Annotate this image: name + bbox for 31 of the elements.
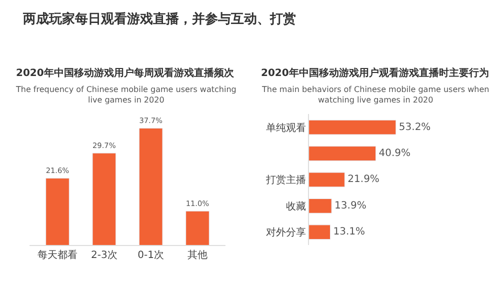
chart-subtitle: The frequency of Chinese mobile game users watching live games in 2020: [15, 85, 236, 104]
data-label: 13.9%: [334, 200, 366, 212]
bar: [138, 128, 163, 246]
bar: [308, 172, 345, 188]
data-label: 11.0%: [186, 198, 210, 208]
chart-subtitle: The main behaviors of Chinese mobile game users when watching live games in 2020: [261, 85, 490, 104]
data-label: 21.9%: [348, 174, 380, 186]
text: 两成玩家每日观看游戏直播，并参与互动、打赏: [22, 11, 296, 27]
y-tick-label: 对外分享: [266, 226, 306, 239]
data-label: 53.2%: [398, 122, 431, 133]
bar: [46, 178, 70, 246]
chart-title: 2020年中国移动游戏用户每周观看游戏直播频次: [16, 67, 235, 79]
bar: [308, 146, 376, 161]
x-tick-label: 其他: [188, 249, 208, 262]
y-tick-label: 收藏: [286, 200, 306, 212]
x-tick-label: 2-3次: [91, 250, 118, 262]
data-label: 40.9%: [378, 148, 411, 160]
bar: [92, 152, 116, 246]
data-label: 21.6%: [46, 166, 70, 176]
data-label: 29.7%: [92, 140, 116, 150]
data-label: 13.1%: [333, 226, 366, 238]
bar: [186, 210, 210, 246]
chart-title: 2020年中国移动游戏用户观看游戏直播时主要行为: [261, 67, 489, 79]
x-tick-label: 0-1次: [138, 250, 164, 262]
x-tick-label: 每天都看: [38, 249, 78, 262]
y-tick-label: 打赏主播: [264, 174, 306, 186]
bar: [308, 224, 330, 240]
bar: [308, 120, 396, 135]
data-label: 37.7%: [139, 116, 163, 126]
bar: [308, 198, 332, 214]
y-tick-label: 单纯观看: [266, 122, 306, 134]
